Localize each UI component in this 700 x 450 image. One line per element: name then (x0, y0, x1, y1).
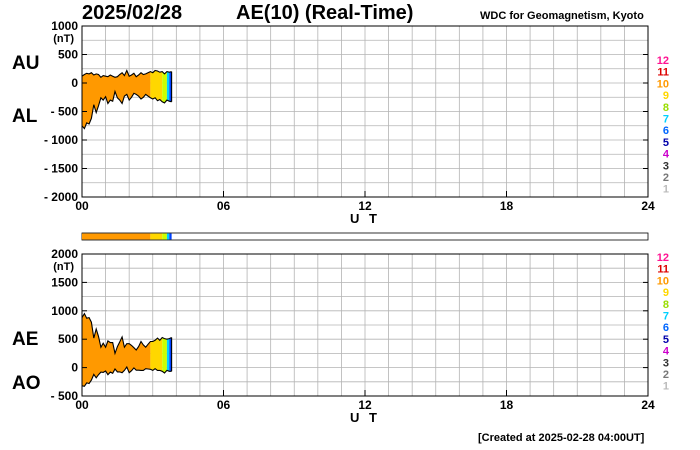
station-count-bar-segment (166, 233, 170, 240)
station-count-bar-segment (162, 233, 167, 240)
legend-count-11: 11 (657, 67, 669, 79)
legend-count-7: 7 (663, 311, 669, 323)
series-label-au: AU (12, 53, 39, 74)
area-segment-8-stations (162, 337, 167, 373)
series-ae-line (81, 312, 172, 356)
x-tick-label: 24 (641, 199, 655, 213)
area-segment-8-stations (162, 71, 167, 103)
x-tick-label: 24 (641, 398, 655, 412)
x-tick-label: 12 (358, 199, 372, 213)
y-tick-label: - 500 (51, 389, 79, 403)
legend-count-9: 9 (663, 287, 669, 299)
y-tick-label: 1500 (51, 275, 78, 289)
area-segment-9-stations (150, 70, 163, 102)
y-tick-label: 500 (58, 48, 78, 62)
x-tick-label: 00 (75, 199, 89, 213)
legend-count-12: 12 (657, 55, 669, 67)
legend-count-2: 2 (663, 172, 669, 184)
station-count-bar-segment (82, 233, 151, 240)
legend-count-5: 5 (663, 334, 669, 346)
legend-count-8: 8 (663, 299, 669, 311)
panel-au-al: 1000 500 0 - 500 - 1000 - 1500 - 2000 (nT) 00 06 1… (12, 19, 670, 226)
y-axis-unit: (nT) (53, 33, 74, 45)
y-tick-label: 0 (71, 361, 78, 375)
y-tick-label: - 1000 (44, 133, 78, 147)
y-tick-label: - 500 (51, 105, 79, 119)
area-segment-7-stations (166, 338, 170, 372)
y-tick-label: 1000 (51, 304, 78, 318)
area-segment-6-stations (169, 71, 172, 102)
series-al-line (81, 89, 172, 130)
series-label-ae: AE (12, 329, 38, 350)
grid (82, 254, 648, 396)
y-axis-unit: (nT) (53, 261, 74, 273)
x-axis-label: U T (350, 211, 380, 226)
y-tick-label: - 2000 (44, 190, 78, 204)
series-label-ao: AO (12, 373, 41, 394)
x-axis-label: U T (350, 410, 380, 425)
chart-title: AE(10) (Real-Time) (236, 2, 414, 24)
legend-count-1: 1 (663, 381, 669, 393)
legend-count-9: 9 (663, 90, 669, 102)
station-count-bar-segment (150, 233, 163, 240)
station-count-bar-segment (169, 233, 172, 240)
series-ao-line (81, 365, 172, 387)
legend-count-2: 2 (663, 369, 669, 381)
data-credit: WDC for Geomagnetism, Kyoto (480, 10, 644, 22)
legend-count-6: 6 (663, 322, 669, 334)
legend-count-1: 1 (663, 184, 669, 196)
legend-count-12: 12 (657, 252, 669, 264)
legend-count-4: 4 (663, 346, 670, 358)
legend-count-11: 11 (657, 264, 669, 276)
y-tick-label: 2000 (51, 247, 78, 261)
legend-count-10: 10 (657, 275, 669, 287)
legend-count-4: 4 (663, 149, 670, 161)
legend-count-10: 10 (657, 78, 669, 90)
created-timestamp: [Created at 2025-02-28 04:00UT] (478, 432, 645, 444)
x-tick-label: 18 (500, 199, 514, 213)
area-segment-6-stations (169, 337, 172, 372)
area-segment-10-stations (82, 70, 151, 129)
legend-count-6: 6 (663, 125, 669, 137)
chart-date: 2025/02/28 (82, 2, 183, 24)
y-tick-label: - 1500 (44, 162, 78, 176)
legend-count-5: 5 (663, 137, 669, 149)
x-tick-label: 18 (500, 398, 514, 412)
x-tick-label: 00 (75, 398, 89, 412)
legend-count-3: 3 (663, 160, 669, 172)
x-tick-label: 06 (217, 199, 231, 213)
y-tick-label: 500 (58, 332, 78, 346)
y-tick-label: 0 (71, 76, 78, 90)
series-label-al: AL (12, 106, 38, 127)
y-tick-label: 1000 (51, 19, 78, 33)
area-segment-9-stations (150, 337, 163, 372)
grid (82, 26, 648, 197)
x-tick-label: 06 (217, 398, 231, 412)
area-segment-7-stations (166, 71, 170, 102)
legend-count-3: 3 (663, 357, 669, 369)
legend-count-7: 7 (663, 114, 669, 126)
legend-count-8: 8 (663, 102, 669, 114)
series-au-line (81, 69, 172, 79)
x-tick-label: 12 (358, 398, 372, 412)
